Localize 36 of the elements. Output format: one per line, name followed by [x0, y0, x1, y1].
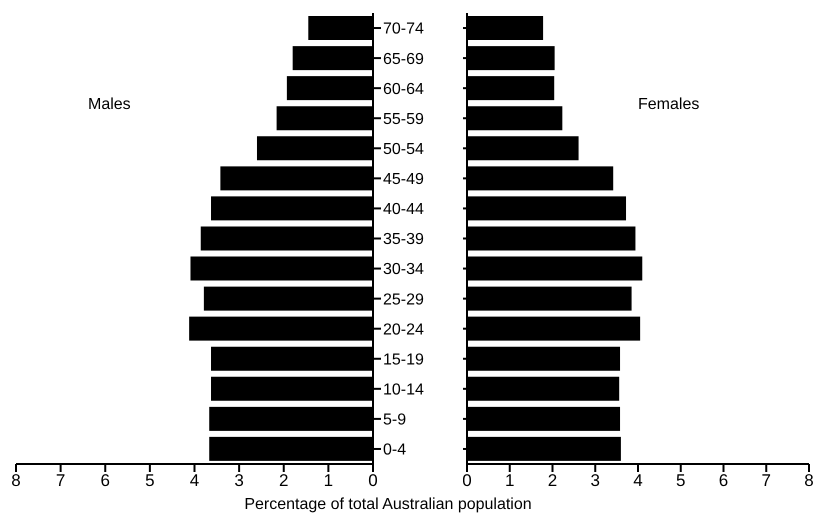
y-tick-label: 35-39	[383, 231, 424, 248]
x-tick-label: 1	[324, 471, 334, 490]
x-tick-label: 4	[633, 471, 643, 490]
x-tick-label: 6	[100, 471, 110, 490]
x-tick-label: 3	[590, 471, 600, 490]
x-tick-label: 4	[190, 471, 200, 490]
x-tick-label: 1	[505, 471, 514, 490]
y-tick-label: 45-49	[383, 171, 424, 188]
y-tick-label: 0-4	[383, 442, 406, 459]
y-tick-label: 5-9	[383, 412, 406, 429]
y-tick-label: 15-19	[383, 351, 424, 368]
x-tick-label: 8	[804, 471, 814, 490]
x-tick-label: 8	[11, 471, 21, 490]
x-tick-label: 7	[762, 471, 771, 490]
x-tick-label: 5	[676, 471, 686, 490]
x-axis-title: Percentage of total Australian population	[243, 496, 533, 514]
x-tick-label: 5	[145, 471, 155, 490]
x-tick-label: 7	[56, 471, 66, 490]
y-tick-label: 40-44	[383, 201, 424, 218]
x-tick-label: 0	[462, 471, 472, 490]
y-tick-label: 30-34	[383, 261, 424, 278]
text: Females	[638, 96, 700, 114]
y-tick-label: 10-14	[383, 382, 424, 399]
y-tick-label: 25-29	[383, 291, 424, 308]
x-tick-label: 2	[279, 471, 288, 490]
y-tick-label: 55-59	[383, 110, 424, 128]
x-tick-label: 3	[234, 471, 244, 490]
y-tick-label: 20-24	[383, 321, 424, 338]
x-tick-label: 6	[718, 471, 728, 490]
y-tick-label: 70-74	[383, 20, 424, 38]
x-tick-label: 0	[368, 471, 378, 490]
y-tick-label: 60-64	[383, 80, 424, 98]
y-tick-label: 65-69	[383, 50, 424, 68]
y-tick-label: 50-54	[383, 140, 424, 158]
text: Males	[88, 96, 131, 114]
x-tick-label: 2	[548, 471, 558, 490]
